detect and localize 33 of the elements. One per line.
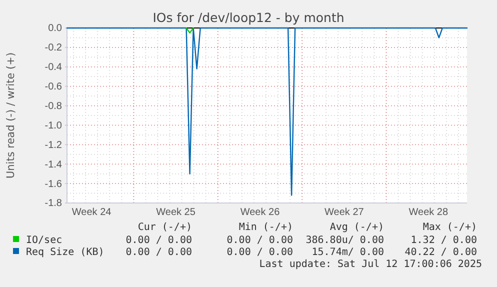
text: 40.22 / 0.00	[404, 247, 477, 258]
x-tick-label: Week 24	[72, 207, 112, 218]
y-tick-label: -0.8	[44, 100, 62, 112]
text: 386.80u/ 0.00	[306, 235, 384, 246]
y-tick-label: -1.8	[44, 198, 62, 210]
y-tick-label: -1.0	[44, 120, 62, 132]
text: Last update: Sat Jul 12 17:00:06 2025	[259, 259, 482, 270]
text: Avg (-/+)	[330, 222, 384, 233]
y-tick-label: -1.4	[44, 159, 62, 170]
text: 0.00 / 0.00	[226, 235, 293, 246]
x-tick-label: Week 26	[240, 207, 280, 218]
text: 15.74m/ 0.00	[312, 247, 384, 258]
x-tick-label: Week 25	[156, 207, 196, 218]
text: Cur (-/+)	[138, 222, 192, 233]
chart-title: IOs for /dev/loop12 - by month	[152, 10, 344, 25]
text: Min (-/+)	[238, 222, 293, 233]
text: 0.00 / 0.00	[226, 247, 293, 258]
x-tick-label: Week 27	[324, 207, 364, 218]
text: 1.32 / 0.00	[410, 235, 477, 246]
text: 0.00 / 0.00	[126, 235, 192, 246]
text: 0.00 / 0.00	[126, 247, 192, 258]
y-tick-label: 0.0	[48, 23, 62, 34]
y-tick-label: -1.2	[44, 140, 62, 151]
y-axis-title: Units read (-) / write (+)	[5, 52, 17, 179]
y-tick-label: -0.2	[44, 42, 62, 54]
y-tick-label: -0.6	[44, 82, 62, 93]
legend-label: Req Size (KB)	[26, 247, 104, 258]
y-tick-label: -1.6	[44, 178, 62, 190]
legend-label: IO/sec	[26, 235, 62, 246]
y-tick-label: -0.4	[44, 62, 62, 74]
text: Max (-/+)	[422, 222, 477, 233]
x-tick-label: Week 28	[408, 207, 448, 218]
line-series	[66, 27, 468, 196]
